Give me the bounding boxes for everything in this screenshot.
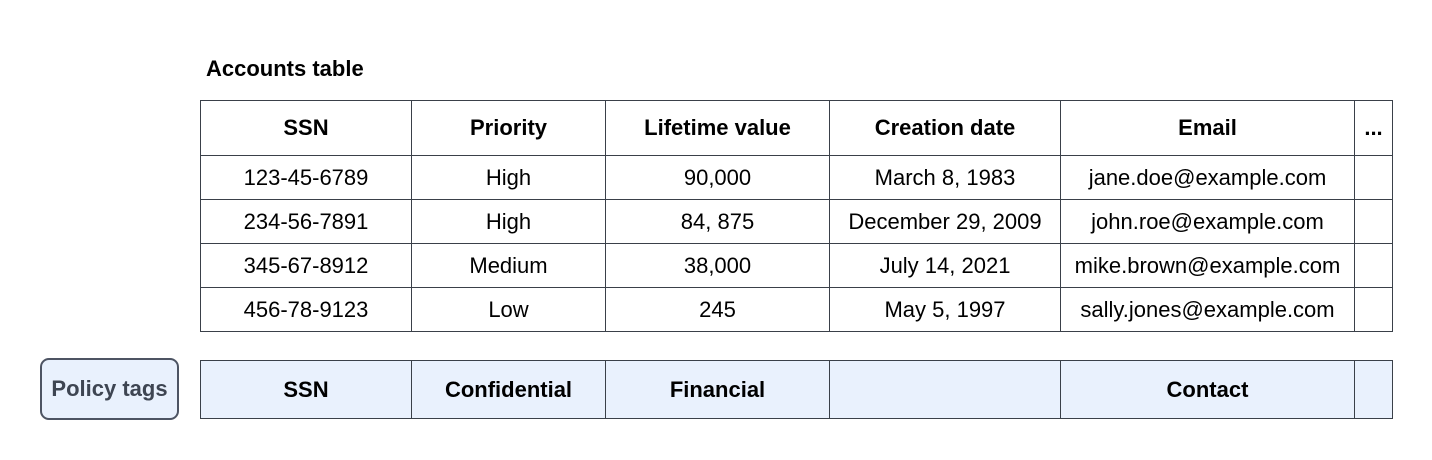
policy-tags-button[interactable]: Policy tags [40,358,179,420]
cell-priority: High [411,199,606,244]
cell-email: mike.brown@example.com [1060,243,1355,288]
cell-priority: High [411,155,606,200]
column-header-more-ellipsis: ... [1354,100,1393,156]
column-header-creation-date: Creation date [829,100,1061,156]
cell-more [1354,199,1393,244]
cell-priority: Medium [411,243,606,288]
cell-more [1354,155,1393,200]
cell-lifetime-value: 245 [605,287,830,332]
table-row: 123-45-6789 High 90,000 March 8, 1983 ja… [200,155,1393,200]
cell-lifetime-value: 84, 875 [605,199,830,244]
table-row: 345-67-8912 Medium 38,000 July 14, 2021 … [200,243,1393,288]
cell-ssn: 234-56-7891 [200,199,412,244]
policy-tag-ssn: SSN [200,360,412,419]
cell-email: sally.jones@example.com [1060,287,1355,332]
cell-more [1354,287,1393,332]
cell-creation-date: July 14, 2021 [829,243,1061,288]
header-row: SSN Priority Lifetime value Creation dat… [200,100,1393,156]
cell-lifetime-value: 38,000 [605,243,830,288]
policy-tag-row: SSN Confidential Financial Contact [200,360,1393,419]
cell-ssn: 345-67-8912 [200,243,412,288]
cell-email: john.roe@example.com [1060,199,1355,244]
table-row: 234-56-7891 High 84, 875 December 29, 20… [200,199,1393,244]
column-header-ssn: SSN [200,100,412,156]
policy-tag-empty [829,360,1061,419]
column-header-lifetime-value: Lifetime value [605,100,830,156]
accounts-table-title: Accounts table [206,56,364,81]
cell-lifetime-value: 90,000 [605,155,830,200]
cell-email: jane.doe@example.com [1060,155,1355,200]
policy-tag-contact: Contact [1060,360,1355,419]
cell-priority: Low [411,287,606,332]
cell-ssn: 456-78-9123 [200,287,412,332]
column-header-email: Email [1060,100,1355,156]
policy-tag-financial: Financial [605,360,830,419]
policy-tag-confidential: Confidential [411,360,606,419]
cell-ssn: 123-45-6789 [200,155,412,200]
cell-creation-date: March 8, 1983 [829,155,1061,200]
accounts-table: SSN Priority Lifetime value Creation dat… [200,100,1393,332]
cell-creation-date: May 5, 1997 [829,287,1061,332]
table-row: 456-78-9123 Low 245 May 5, 1997 sally.jo… [200,287,1393,332]
policy-tag-empty-more [1354,360,1393,419]
policy-tags-row: SSN Confidential Financial Contact [200,360,1393,419]
cell-creation-date: December 29, 2009 [829,199,1061,244]
column-header-priority: Priority [411,100,606,156]
cell-more [1354,243,1393,288]
